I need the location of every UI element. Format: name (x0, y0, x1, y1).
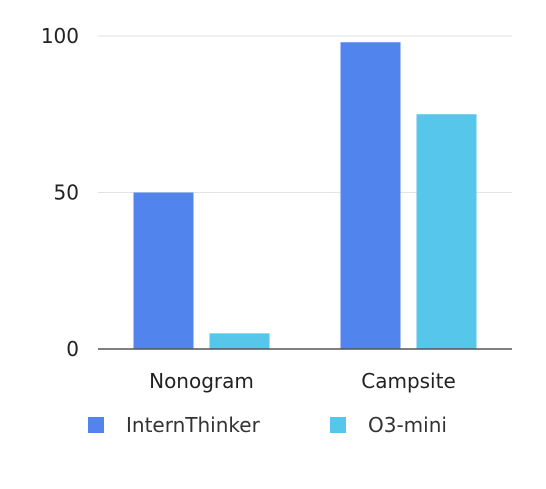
y-tick-label: 0 (66, 337, 79, 361)
y-tick-label: 100 (41, 24, 79, 48)
y-tick-label: 50 (54, 181, 79, 205)
bars (133, 42, 477, 349)
legend-label: InternThinker (126, 413, 261, 437)
bar-o3-mini-nonogram (209, 333, 270, 349)
bar-internthinker-nonogram (133, 192, 194, 349)
x-tick-label: Campsite (361, 369, 456, 393)
x-tick-label: Nonogram (149, 369, 254, 393)
legend: InternThinker O3-mini (88, 413, 447, 437)
bar-internthinker-campsite (340, 42, 401, 349)
legend-label: O3-mini (368, 413, 447, 437)
x-tick-labels: Nonogram Campsite (149, 369, 456, 393)
bar-o3-mini-campsite (416, 114, 477, 349)
y-tick-labels: 0 50 100 (41, 24, 79, 361)
legend-swatch (88, 417, 104, 433)
legend-swatch (330, 417, 346, 433)
